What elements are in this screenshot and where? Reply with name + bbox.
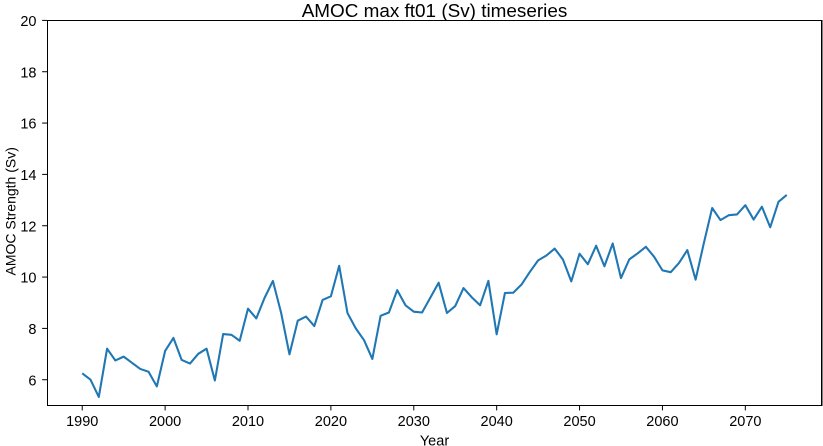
svg-text:1990: 1990 [66,414,98,430]
svg-text:14: 14 [20,168,36,184]
svg-text:AMOC Strength (Sv): AMOC Strength (Sv) [3,147,19,275]
svg-text:16: 16 [20,117,36,133]
svg-text:2020: 2020 [315,414,347,430]
svg-text:AMOC max ft01 (Sv) timeseries: AMOC max ft01 (Sv) timeseries [302,1,568,22]
svg-text:Year: Year [420,434,449,446]
svg-text:18: 18 [20,65,36,81]
svg-text:10: 10 [20,271,36,287]
svg-text:2040: 2040 [481,414,513,430]
svg-text:2030: 2030 [398,414,430,430]
svg-text:2050: 2050 [563,414,595,430]
svg-text:2070: 2070 [729,414,761,430]
svg-text:2000: 2000 [149,414,181,430]
svg-text:12: 12 [20,219,36,235]
svg-text:2060: 2060 [646,414,678,430]
svg-text:6: 6 [28,373,36,389]
svg-text:2010: 2010 [232,414,264,430]
svg-text:8: 8 [28,322,36,338]
svg-text:20: 20 [20,14,36,30]
